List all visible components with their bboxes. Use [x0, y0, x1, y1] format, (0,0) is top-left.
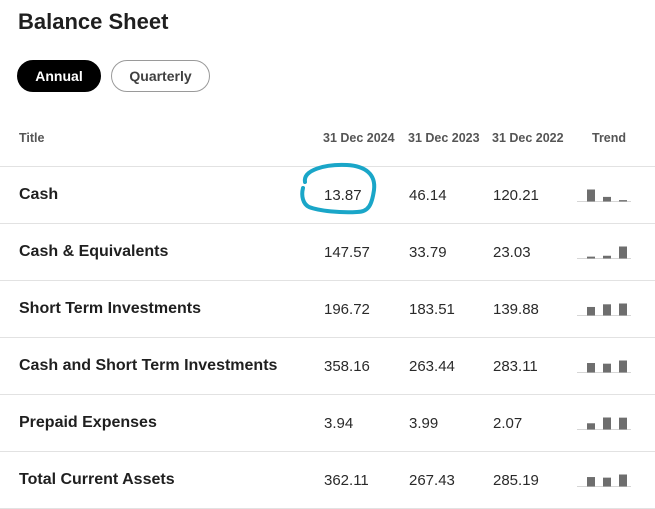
trend-bar [587, 477, 595, 487]
table-row: Short Term Investments 196.72 183.51 139… [0, 281, 655, 338]
row-title: Cash [19, 186, 59, 203]
value-2022: 139.88 [493, 301, 539, 318]
row-title: Total Current Assets [19, 471, 175, 488]
trend-bar [619, 474, 627, 487]
trend-sparkbars [577, 360, 631, 373]
value-2023: 183.51 [409, 301, 455, 318]
balance-sheet-table: Title 31 Dec 2024 31 Dec 2023 31 Dec 202… [0, 110, 655, 509]
table-row: Total Current Assets 362.11 267.43 285.1… [0, 452, 655, 509]
value-2022: 285.19 [493, 472, 539, 489]
value-2023: 46.14 [409, 187, 447, 204]
value-2022: 2.07 [493, 415, 523, 432]
value-2022: 283.11 [493, 358, 538, 375]
value-2024: 362.11 [324, 472, 369, 489]
trend-bar [603, 304, 611, 316]
table-row: Cash 13.87 46.14 120.21 [0, 167, 655, 224]
trend-sparkbars [577, 246, 631, 259]
trend-bar [603, 363, 611, 373]
value-2023: 267.43 [409, 472, 455, 489]
value-2022: 120.21 [493, 187, 539, 204]
header-2023: 31 Dec 2023 [408, 131, 480, 145]
trend-sparkbars [577, 474, 631, 487]
value-2024: 196.72 [324, 301, 370, 318]
trend-bar [619, 246, 627, 259]
row-title: Cash & Equivalents [19, 243, 169, 260]
trend-bar [619, 303, 627, 316]
row-title: Short Term Investments [19, 300, 201, 317]
trend-bar [587, 189, 595, 202]
trend-sparkbars [577, 303, 631, 316]
value-2022: 23.03 [493, 244, 531, 261]
page-title: Balance Sheet [18, 9, 169, 34]
header-2024: 31 Dec 2024 [323, 131, 395, 145]
period-toggle: Annual Quarterly [17, 60, 210, 92]
trend-bar [619, 417, 627, 430]
table-row: Cash & Equivalents 147.57 33.79 23.03 [0, 224, 655, 281]
trend-bar [587, 256, 595, 259]
value-2024: 147.57 [324, 244, 370, 261]
header-title: Title [19, 131, 45, 145]
value-2023: 3.99 [409, 415, 439, 432]
value-2024: 3.94 [324, 415, 354, 432]
trend-bar [603, 196, 611, 202]
value-2023: 263.44 [409, 358, 455, 375]
value-2024: 358.16 [324, 358, 370, 375]
value-2023: 33.79 [409, 244, 447, 261]
trend-bar [587, 363, 595, 373]
table-header: Title 31 Dec 2024 31 Dec 2023 31 Dec 202… [0, 110, 655, 167]
trend-bar [587, 306, 595, 316]
row-title: Cash and Short Term Investments [19, 357, 278, 374]
header-2022: 31 Dec 2022 [492, 131, 564, 145]
trend-sparkbars [577, 189, 631, 202]
table-row: Prepaid Expenses 3.94 3.99 2.07 [0, 395, 655, 452]
trend-bar [603, 417, 611, 430]
quarterly-button[interactable]: Quarterly [111, 60, 210, 92]
trend-bar [619, 360, 627, 373]
trend-bar [587, 423, 595, 430]
row-title: Prepaid Expenses [19, 414, 157, 431]
trend-bar [603, 477, 611, 487]
trend-sparkbars [577, 417, 631, 430]
annual-button[interactable]: Annual [17, 60, 101, 92]
trend-bar [619, 200, 627, 202]
value-2024: 13.87 [324, 187, 362, 204]
table-row: Cash and Short Term Investments 358.16 2… [0, 338, 655, 395]
trend-bar [603, 255, 611, 259]
header-trend: Trend [592, 131, 627, 145]
